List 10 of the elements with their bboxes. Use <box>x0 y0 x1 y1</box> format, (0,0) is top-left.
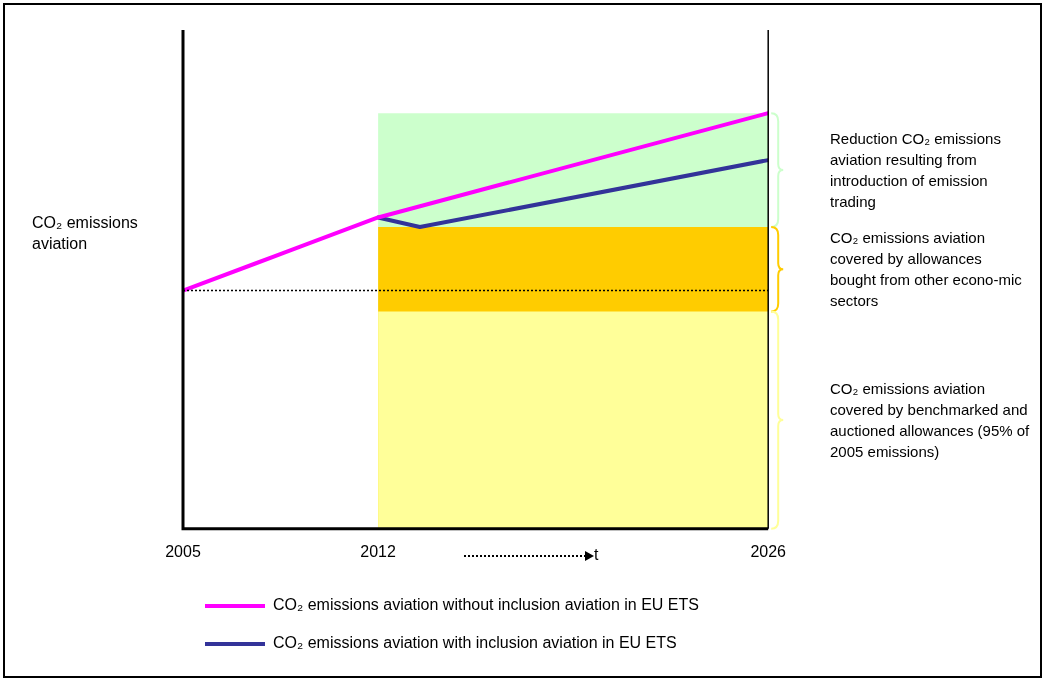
x-tick-label: 2012 <box>360 542 396 560</box>
legend-label: CO₂ emissions aviation with inclusion aviation in EU ETS <box>273 634 677 652</box>
text: CO₂ emissions aviation covered by allowances bought from other econo-mic sectors <box>830 228 1023 312</box>
x-tick-label: 2026 <box>750 542 787 560</box>
text: Reduction CO₂ emissions aviation resulting from introduction of emission trading <box>830 129 1002 213</box>
x-tick-label: 2005 <box>165 542 201 560</box>
x-axis-title: t <box>593 545 599 564</box>
legend-label: CO₂ emissions aviation without inclusion aviation in EU ETS <box>273 596 699 614</box>
text: CO₂ emissions aviation covered by benchmarked and auctioned allowances (95% of 2005 emissions) <box>830 379 1030 463</box>
y-axis-title: CO₂ emissions aviation <box>32 213 139 254</box>
